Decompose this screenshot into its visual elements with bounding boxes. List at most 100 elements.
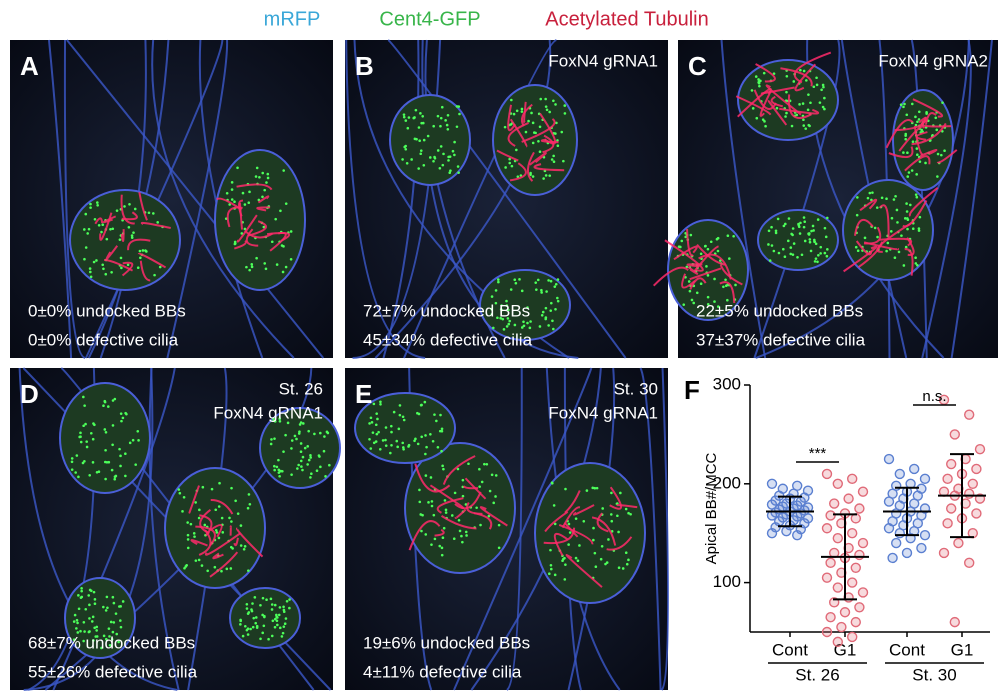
basal-body — [424, 434, 427, 437]
basal-body — [298, 423, 302, 426]
basal-body — [248, 190, 251, 194]
cilium — [564, 522, 579, 538]
basal-body — [807, 123, 811, 127]
basal-body — [504, 166, 507, 169]
basal-body — [453, 140, 456, 144]
basal-body — [449, 169, 452, 172]
basal-body — [275, 263, 279, 266]
basal-body — [421, 114, 424, 118]
basal-body — [87, 227, 91, 231]
basal-body — [79, 629, 82, 633]
basal-body — [114, 612, 118, 615]
basal-body — [500, 308, 504, 312]
basal-body — [375, 412, 379, 415]
basal-body — [213, 565, 217, 569]
basal-body — [301, 422, 305, 425]
cilium — [234, 240, 247, 250]
basal-body — [104, 448, 107, 452]
basal-body — [782, 247, 785, 251]
basal-body — [285, 599, 289, 603]
data-point — [938, 547, 950, 559]
panel-stat: 68±7% undocked BBs — [28, 633, 195, 652]
basal-body — [863, 236, 867, 240]
basal-body — [112, 601, 116, 605]
panel-title: St. 26 — [279, 379, 323, 398]
cilium — [652, 266, 689, 287]
basal-body — [490, 295, 494, 298]
cilium — [767, 100, 788, 126]
basal-body — [544, 306, 548, 310]
basal-body — [420, 435, 423, 439]
cell-outline — [166, 39, 229, 359]
basal-body — [105, 237, 109, 241]
basal-body — [265, 181, 268, 184]
basal-body — [900, 234, 903, 237]
cell-outline — [878, 39, 891, 359]
basal-body — [539, 97, 543, 101]
basal-body — [560, 130, 564, 134]
basal-body — [813, 260, 817, 263]
basal-body — [120, 266, 123, 270]
basal-body — [585, 489, 589, 492]
basal-body — [119, 625, 123, 629]
basal-body — [255, 256, 258, 260]
basal-body — [516, 175, 520, 179]
basal-body — [494, 301, 498, 305]
basal-body — [916, 120, 919, 124]
basal-body — [242, 548, 246, 551]
basal-body — [526, 321, 529, 325]
basal-body — [684, 235, 687, 239]
basal-body — [258, 175, 261, 179]
basal-body — [323, 435, 326, 438]
basal-body — [941, 101, 944, 104]
cilium — [408, 520, 441, 551]
cilium — [919, 149, 938, 157]
cell-outline — [63, 39, 86, 359]
basal-body — [119, 454, 122, 458]
basal-body — [820, 88, 823, 92]
basal-body — [181, 510, 184, 513]
basal-body — [247, 569, 250, 572]
data-point — [857, 486, 869, 497]
basal-body — [576, 559, 580, 562]
cilium — [256, 206, 271, 212]
basal-body — [111, 424, 115, 427]
basal-body — [299, 442, 303, 445]
basal-body — [538, 325, 542, 328]
data-point — [847, 473, 858, 485]
basal-body — [699, 282, 703, 286]
basal-body — [706, 302, 710, 306]
basal-body — [785, 111, 788, 115]
basal-body — [89, 589, 93, 593]
cilium — [127, 238, 151, 251]
basal-body — [93, 626, 96, 630]
basal-body — [273, 468, 276, 472]
basal-body — [182, 495, 186, 499]
basal-body — [89, 275, 93, 279]
basal-body — [245, 265, 248, 269]
basal-body — [823, 96, 826, 100]
basal-body — [186, 533, 190, 537]
basal-body — [440, 427, 444, 431]
basal-body — [802, 225, 806, 229]
cell — [214, 149, 306, 291]
basal-body — [920, 128, 923, 132]
basal-body — [92, 422, 95, 425]
basal-body — [799, 221, 802, 225]
basal-body — [419, 152, 423, 156]
cilium — [936, 149, 958, 164]
basal-body — [494, 495, 497, 498]
basal-body — [806, 108, 810, 112]
basal-body — [124, 411, 127, 415]
basal-body — [111, 443, 114, 447]
basal-body — [616, 514, 619, 518]
basal-body — [609, 513, 613, 516]
basal-body — [282, 169, 285, 172]
basal-body — [91, 615, 95, 619]
basal-body — [429, 432, 432, 436]
basal-body — [917, 227, 921, 230]
cilium — [102, 215, 117, 224]
basal-body — [822, 85, 825, 89]
basal-body — [186, 538, 190, 541]
basal-body — [574, 556, 578, 560]
